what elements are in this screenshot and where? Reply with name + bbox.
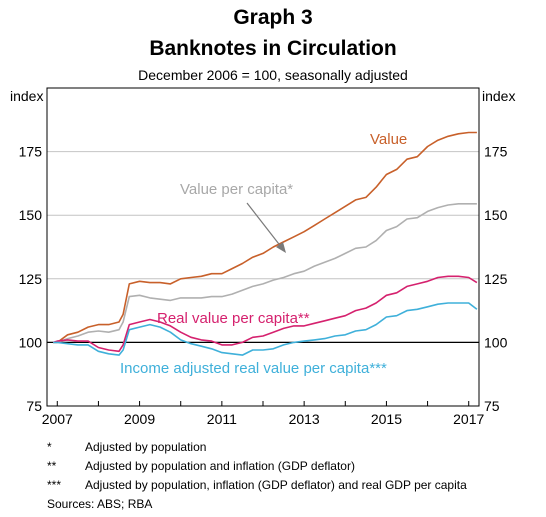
footnote-mark: ** [47, 459, 57, 473]
chart-note: December 2006 = 100, seasonally adjusted [138, 67, 408, 83]
footnote-mark: * [47, 440, 52, 454]
footnote-text: Adjusted by population and inflation (GD… [85, 459, 355, 473]
y-tick-label-right: 75 [484, 398, 500, 414]
y-tick-label-left: 100 [19, 334, 43, 350]
y-axis-label-left: index [10, 88, 43, 104]
footnote-row: ** Adjusted by population and inflation … [47, 457, 467, 476]
footnote-text: Adjusted by population, inflation (GDP d… [85, 478, 467, 492]
x-tick-label: 2011 [207, 411, 237, 427]
y-tick-label-left: 175 [19, 144, 43, 160]
series-line [53, 302, 478, 356]
graph-title: Graph 3 [233, 6, 313, 29]
y-tick-label-left: 150 [19, 207, 43, 223]
sources-text: Sources: ABS; RBA [47, 497, 153, 511]
plot-frame [46, 87, 480, 407]
y-tick-label-right: 125 [484, 271, 508, 287]
footnotes: * Adjusted by population ** Adjusted by … [47, 438, 467, 514]
footnote-row: * Adjusted by population [47, 438, 467, 457]
y-tick-label-left: 75 [26, 398, 42, 414]
x-tick-label: 2013 [289, 411, 320, 427]
y-tick-label-right: 150 [484, 207, 508, 223]
y-tick-label-left: 125 [19, 271, 43, 287]
x-tick-label: 2007 [42, 411, 73, 427]
footnote-text: Adjusted by population [85, 440, 207, 454]
annotation-value-per-capita: Value per capita* [180, 181, 293, 198]
x-tick-label: 2009 [124, 411, 155, 427]
annotation-arrowhead [276, 242, 286, 253]
annotation-income-adjusted: Income adjusted real value per capita*** [120, 360, 387, 377]
x-tick-label: 2015 [371, 411, 402, 427]
sources-row: Sources: ABS; RBA [47, 495, 467, 514]
chart-title: Banknotes in Circulation [149, 37, 397, 60]
annotation-value: Value [370, 131, 407, 148]
footnote-mark: *** [47, 478, 62, 492]
y-tick-label-right: 175 [484, 144, 508, 160]
footnote-row: *** Adjusted by population, inflation (G… [47, 476, 467, 495]
line-chart: 75 75 100 100 125 125 150 150 175 175 index index 20… [10, 87, 515, 427]
annotation-real-value-per-capita: Real value per capita** [157, 310, 310, 327]
annotation-arrow [246, 202, 283, 249]
y-axis-label-right: index [482, 88, 515, 104]
x-tick-label: 2017 [453, 411, 484, 427]
y-tick-label-right: 100 [484, 334, 508, 350]
series-line [53, 131, 477, 344]
series-line [53, 203, 477, 344]
series-line [52, 275, 478, 353]
